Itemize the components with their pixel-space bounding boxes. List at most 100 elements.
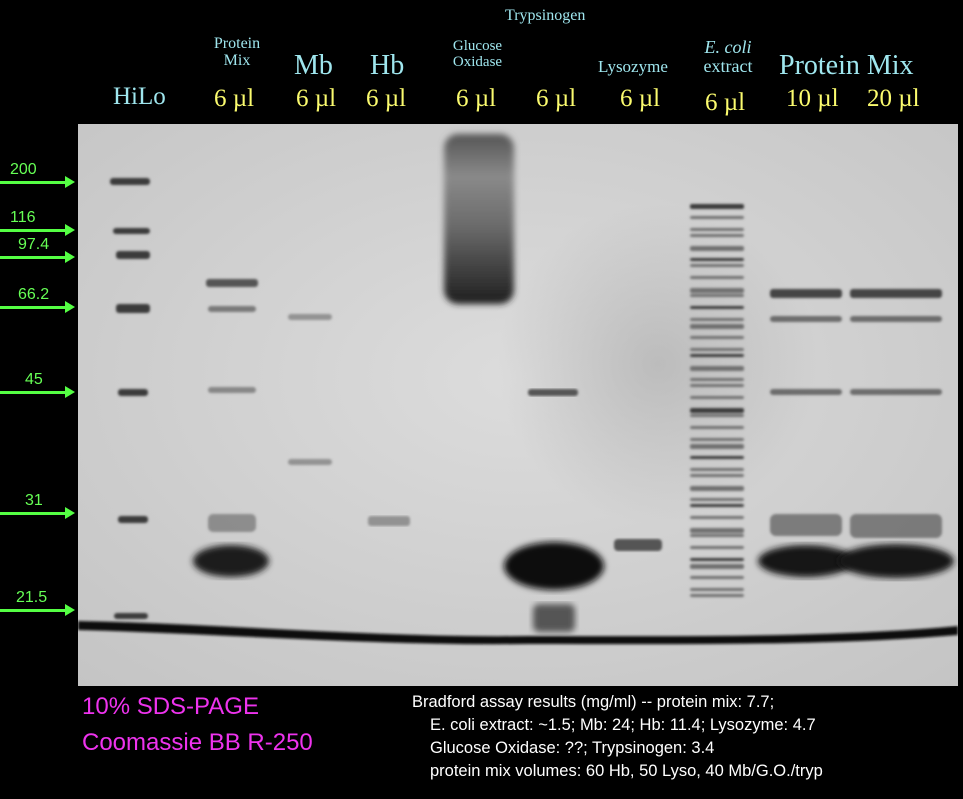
- band: [208, 387, 256, 393]
- band: [614, 539, 662, 551]
- lane-protein-mix-10-bands: [770, 289, 842, 536]
- band: [690, 414, 744, 417]
- band: [690, 228, 744, 231]
- lane-volume-glucose-oxidase: 6 µl: [456, 85, 497, 112]
- band: [690, 378, 744, 381]
- band: [690, 534, 744, 537]
- band: [690, 468, 744, 471]
- band: [690, 516, 744, 519]
- lane-label-protein-mix-6: Protein Mix: [203, 35, 271, 70]
- band-major: [758, 545, 854, 577]
- band: [690, 594, 744, 597]
- band-major: [504, 542, 604, 590]
- lane-volume-mb: 6 µl: [296, 85, 337, 112]
- band: [690, 246, 744, 251]
- band: [770, 389, 842, 395]
- marker-label-116: 116: [10, 209, 36, 226]
- band: [533, 604, 575, 632]
- band: [690, 426, 744, 429]
- lane-label-hb: Hb: [370, 50, 405, 81]
- lane-label-line: Mix: [223, 51, 251, 69]
- band: [690, 354, 744, 357]
- band: [206, 279, 258, 287]
- lane-label-hilo: HiLo: [113, 83, 166, 110]
- band-major: [193, 545, 269, 577]
- band: [528, 389, 578, 396]
- stain-label: Coomassie BB R-250: [82, 729, 313, 756]
- band: [690, 396, 744, 399]
- band: [110, 178, 150, 185]
- lane-label-line: Glucose: [452, 38, 503, 54]
- band: [690, 498, 744, 501]
- bradford-line: E. coli extract: ~1.5; Mb: 24; Hb: 11.4;…: [430, 716, 816, 734]
- lane-label-line: Protein: [213, 35, 261, 52]
- band: [850, 389, 942, 395]
- band: [690, 588, 744, 591]
- band: [690, 216, 744, 219]
- gel-image: [78, 124, 958, 686]
- lane-protein-mix-6-bands: [206, 279, 258, 532]
- lane-label-line: extract: [703, 55, 753, 76]
- band-smear: [444, 134, 514, 304]
- marker-arrow-45: [0, 386, 75, 398]
- marker-arrow-200: [0, 176, 75, 188]
- band: [690, 318, 744, 321]
- bradford-line: Glucose Oxidase: ??; Trypsinogen: 3.4: [430, 739, 715, 757]
- band: [690, 276, 744, 279]
- band: [690, 528, 744, 533]
- band: [118, 516, 148, 523]
- lane-volume-hb: 6 µl: [366, 85, 407, 112]
- marker-label-31: 31: [25, 492, 43, 509]
- lane-ecoli-bands: [690, 204, 744, 597]
- lane-label-line: Oxidase: [452, 53, 503, 70]
- band: [288, 459, 332, 465]
- band: [690, 288, 744, 293]
- band: [690, 564, 744, 569]
- lane-volume-protein-mix-20: 20 µl: [867, 85, 920, 112]
- band: [208, 306, 256, 312]
- marker-arrow-116: [0, 224, 75, 236]
- band: [690, 336, 744, 339]
- marker-label-66-2: 66.2: [18, 286, 50, 303]
- band: [116, 251, 150, 259]
- lane-label-glucose-oxidase: Glucose Oxidase: [440, 38, 515, 71]
- band: [114, 613, 148, 619]
- marker-arrow-66-2: [0, 301, 75, 313]
- band: [850, 316, 942, 322]
- lane-mb-bands: [288, 314, 332, 465]
- band: [690, 558, 744, 561]
- dye-front: [78, 621, 958, 645]
- lane-volume-lysozyme: 6 µl: [620, 85, 661, 112]
- band: [770, 289, 842, 298]
- band: [850, 514, 942, 538]
- band: [690, 504, 744, 507]
- band: [690, 264, 744, 267]
- lane-volume-ecoli: 6 µl: [705, 89, 746, 116]
- gel-type-label: 10% SDS-PAGE: [82, 693, 259, 720]
- band: [208, 514, 256, 532]
- band: [690, 444, 744, 449]
- band: [690, 234, 744, 237]
- band: [770, 514, 842, 536]
- band: [690, 348, 744, 351]
- marker-label-97-4: 97.4: [18, 236, 50, 253]
- bradford-line: protein mix volumes: 60 Hb, 50 Lyso, 40 …: [430, 762, 823, 780]
- band: [118, 389, 148, 396]
- lane-volume-protein-mix-10: 10 µl: [786, 85, 839, 112]
- band: [690, 258, 744, 261]
- band: [116, 304, 150, 313]
- band: [690, 438, 744, 441]
- lane-label-line: E. coli: [704, 37, 752, 57]
- bradford-line: Bradford assay results (mg/ml) -- protei…: [412, 693, 775, 711]
- lane-protein-mix-20-bands: [850, 289, 942, 538]
- band: [368, 516, 410, 526]
- band: [288, 314, 332, 320]
- band: [850, 289, 942, 298]
- marker-arrow-31: [0, 507, 75, 519]
- band: [690, 324, 744, 329]
- band: [770, 316, 842, 322]
- lane-label-lysozyme: Lysozyme: [598, 57, 668, 76]
- band: [690, 474, 744, 477]
- lane-label-protein-mix: Protein Mix: [779, 50, 914, 81]
- band: [690, 366, 744, 371]
